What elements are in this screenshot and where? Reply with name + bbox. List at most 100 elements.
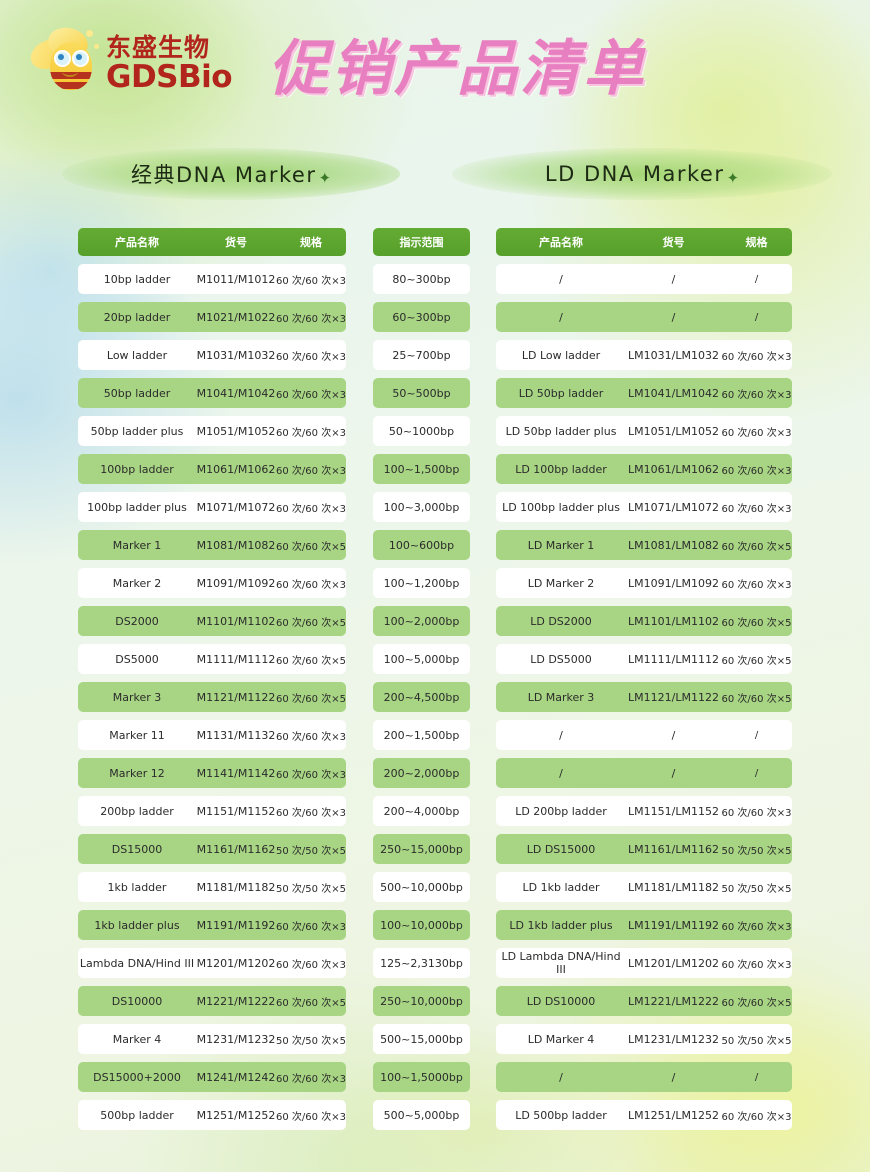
column-header: 指示范围: [399, 236, 444, 249]
table-row[interactable]: DS15000 M1161/M1162 50 次/50 次×5: [78, 834, 346, 864]
sparkle-icon: ✦: [318, 170, 332, 187]
table-row[interactable]: 100bp ladder M1061/M1062 60 次/60 次×3: [78, 454, 346, 484]
table-row[interactable]: DS10000 M1221/M1222 60 次/60 次×5: [78, 986, 346, 1016]
table-row[interactable]: Marker 3 M1121/M1122 60 次/60 次×5: [78, 682, 346, 712]
table-cell: M1081/M1082: [196, 538, 276, 552]
table-row[interactable]: 100~2,000bp: [373, 606, 470, 636]
table-row[interactable]: 20bp ladder M1021/M1022 60 次/60 次×3: [78, 302, 346, 332]
table-row[interactable]: 80~300bp: [373, 264, 470, 294]
table-cell: LD DS2000: [530, 614, 592, 628]
table-row[interactable]: 250~15,000bp: [373, 834, 470, 864]
table-cell: LM1051/LM1052: [628, 424, 719, 438]
table-cell: 60 次/60 次×3: [276, 1111, 346, 1123]
table-row[interactable]: 50bp ladder plus M1051/M1052 60 次/60 次×3: [78, 416, 346, 446]
table-row[interactable]: 500~15,000bp: [373, 1024, 470, 1054]
table-row[interactable]: 10bp ladder M1011/M1012 60 次/60 次×3: [78, 264, 346, 294]
table-row[interactable]: Marker 1 M1081/M1082 60 次/60 次×5: [78, 530, 346, 560]
table-row[interactable]: LD DS10000 LM1221/LM1222 60 次/60 次×5: [496, 986, 792, 1016]
table-row[interactable]: LD Lambda DNA/Hind III LM1201/LM1202 60 次/…: [496, 948, 792, 978]
table-row[interactable]: / / /: [496, 720, 792, 750]
table-cell: M1191/M1192: [196, 918, 276, 932]
table-row[interactable]: 200~1,500bp: [373, 720, 470, 750]
section-label-ld: LD DNA Marker: [544, 162, 725, 186]
column-header: 货号: [662, 236, 685, 249]
table-row[interactable]: 100~3,000bp: [373, 492, 470, 522]
table-cell: 100~5,000bp: [383, 652, 460, 666]
table-cell: Marker 11: [109, 728, 165, 742]
table-row[interactable]: DS2000 M1101/M1102 60 次/60 次×5: [78, 606, 346, 636]
table-row[interactable]: 200~4,000bp: [373, 796, 470, 826]
table-row[interactable]: Marker 11 M1131/M1132 60 次/60 次×3: [78, 720, 346, 750]
table-row[interactable]: 100bp ladder plus M1071/M1072 60 次/60 次×3: [78, 492, 346, 522]
table-cell: LD DS10000: [526, 994, 596, 1008]
table-row[interactable]: Low ladder M1031/M1032 60 次/60 次×3: [78, 340, 346, 370]
table-row[interactable]: 500~5,000bp: [373, 1100, 470, 1130]
table-row[interactable]: 200~2,000bp: [373, 758, 470, 788]
table-row[interactable]: LD 50bp ladder LM1041/LM1042 60 次/60 次×3: [496, 378, 792, 408]
table-row[interactable]: 250~10,000bp: [373, 986, 470, 1016]
table-cell: 50bp ladder: [103, 386, 171, 400]
table-row[interactable]: LD 100bp ladder plus LM1071/LM1072 60 次/60…: [496, 492, 792, 522]
table-row[interactable]: 200bp ladder M1151/M1152 60 次/60 次×3: [78, 796, 346, 826]
table-row[interactable]: DS15000+2000 M1241/M1242 60 次/60 次×3: [78, 1062, 346, 1092]
table-row[interactable]: / / /: [496, 1062, 792, 1092]
table-cell: LM1091/LM1092: [628, 576, 719, 590]
table-row[interactable]: LD DS5000 LM1111/LM1112 60 次/60 次×5: [496, 644, 792, 674]
table-cell: LD DS15000: [526, 842, 596, 856]
table-cell: /: [671, 728, 676, 742]
table-row[interactable]: 50~1000bp: [373, 416, 470, 446]
table-row[interactable]: LD Marker 3 LM1121/LM1122 60 次/60 次×5: [496, 682, 792, 712]
table-row[interactable]: 60~300bp: [373, 302, 470, 332]
table-row[interactable]: 100~1,500bp: [373, 454, 470, 484]
table-row[interactable]: LD Low ladder LM1031/LM1032 60 次/60 次×3: [496, 340, 792, 370]
table-row[interactable]: Lambda DNA/Hind III M1201/M1202 60 次/60 次×…: [78, 948, 346, 978]
table-row[interactable]: LD DS15000 LM1161/LM1162 50 次/50 次×5: [496, 834, 792, 864]
table-cell: LD 50bp ladder: [518, 386, 604, 400]
table-row[interactable]: LD 1kb ladder plus LM1191/LM1192 60 次/60 次…: [496, 910, 792, 940]
table-row[interactable]: 1kb ladder plus M1191/M1192 60 次/60 次×3: [78, 910, 346, 940]
table-cell: LD 1kb ladder plus: [509, 918, 613, 932]
table-cell: 60 次/60 次×5: [721, 997, 792, 1009]
table-row[interactable]: LD DS2000 LM1101/LM1102 60 次/60 次×5: [496, 606, 792, 636]
column-header: 产品名称: [115, 236, 159, 249]
table-cell: 60 次/60 次×5: [721, 655, 792, 667]
table-cell: LM1061/LM1062: [628, 462, 719, 476]
table-row[interactable]: LD 100bp ladder LM1061/LM1062 60 次/60 次×3: [496, 454, 792, 484]
table-row[interactable]: 100~600bp: [373, 530, 470, 560]
table-row[interactable]: 100~1,200bp: [373, 568, 470, 598]
table-row[interactable]: LD 500bp ladder LM1251/LM1252 60 次/60 次×3: [496, 1100, 792, 1130]
table-cell: 60 次/60 次×3: [721, 959, 792, 971]
table-row[interactable]: Marker 4 M1231/M1232 50 次/50 次×5: [78, 1024, 346, 1054]
table-row[interactable]: 25~700bp: [373, 340, 470, 370]
table-row[interactable]: LD 50bp ladder plus LM1051/LM1052 60 次/60 …: [496, 416, 792, 446]
table-cell: 200~4,500bp: [383, 690, 460, 704]
table-row[interactable]: / / /: [496, 758, 792, 788]
table-row[interactable]: 100~5,000bp: [373, 644, 470, 674]
table-row[interactable]: 50~500bp: [373, 378, 470, 408]
table-row[interactable]: 125~2,3130bp: [373, 948, 470, 978]
table-row[interactable]: LD Marker 4 LM1231/LM1232 50 次/50 次×5: [496, 1024, 792, 1054]
table-cell: M1181/M1182: [196, 880, 276, 894]
table-row[interactable]: / / /: [496, 302, 792, 332]
table-cell: 60 次/60 次×3: [276, 275, 346, 287]
table-row[interactable]: LD Marker 2 LM1091/LM1092 60 次/60 次×3: [496, 568, 792, 598]
table-cell: LD Marker 4: [527, 1032, 595, 1046]
table-row[interactable]: / / /: [496, 264, 792, 294]
table-row[interactable]: 1kb ladder M1181/M1182 50 次/50 次×5: [78, 872, 346, 902]
table-row[interactable]: 500bp ladder M1251/M1252 60 次/60 次×3: [78, 1100, 346, 1130]
table-row[interactable]: Marker 2 M1091/M1092 60 次/60 次×3: [78, 568, 346, 598]
table-row[interactable]: LD 200bp ladder LM1151/LM1152 60 次/60 次×3: [496, 796, 792, 826]
table-row[interactable]: Marker 12 M1141/M1142 60 次/60 次×3: [78, 758, 346, 788]
table-row[interactable]: LD Marker 1 LM1081/LM1082 60 次/60 次×5: [496, 530, 792, 560]
table-row[interactable]: 200~4,500bp: [373, 682, 470, 712]
table-cell: 60 次/60 次×3: [276, 351, 346, 363]
table-row[interactable]: 50bp ladder M1041/M1042 60 次/60 次×3: [78, 378, 346, 408]
table-row[interactable]: 100~10,000bp: [373, 910, 470, 940]
table-row[interactable]: 500~10,000bp: [373, 872, 470, 902]
column-header: 规格: [745, 236, 768, 249]
table-row[interactable]: LD 1kb ladder LM1181/LM1182 50 次/50 次×5: [496, 872, 792, 902]
table-cell: DS15000: [111, 842, 163, 856]
table-cell: 125~2,3130bp: [380, 956, 463, 970]
table-row[interactable]: 100~1,5000bp: [373, 1062, 470, 1092]
table-row[interactable]: DS5000 M1111/M1112 60 次/60 次×5: [78, 644, 346, 674]
